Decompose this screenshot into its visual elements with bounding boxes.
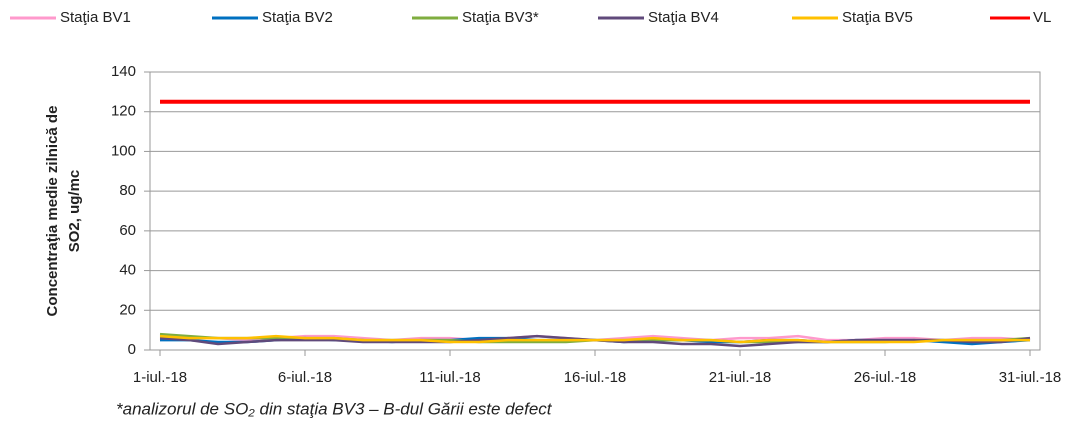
y-tick-label: 0 <box>128 341 136 358</box>
legend-label: VL <box>1033 9 1051 26</box>
y-tick-label: 80 <box>119 182 136 199</box>
y-tick-label: 120 <box>111 103 136 120</box>
series-line <box>159 334 1030 344</box>
y-tick-label: 140 <box>111 63 136 80</box>
footnote: *analizorul de SO₂ din staţia BV3 – B-du… <box>116 399 553 418</box>
x-tick-label: 26-iul.-18 <box>854 369 917 386</box>
legend-label: Staţia BV4 <box>648 9 719 26</box>
x-tick-label: 6-iul.-18 <box>278 369 332 386</box>
plot-frame <box>149 71 1041 351</box>
y-axis-title-line: Concentraţia medie zilnică de <box>44 106 61 317</box>
legend-label: Staţia BV1 <box>60 9 131 26</box>
legend-label: Staţia BV2 <box>262 9 333 26</box>
legend-label: Staţia BV5 <box>842 9 913 26</box>
y-tick-label: 100 <box>111 142 136 159</box>
y-tick-label: 60 <box>119 222 136 239</box>
y-axis-title-line: SO2, ug/mc <box>66 170 83 253</box>
x-tick-label: 16-iul.-18 <box>564 369 627 386</box>
legend-label: Staţia BV3* <box>462 9 539 26</box>
x-tick-label: 1-iul.-18 <box>133 369 187 386</box>
y-tick-label: 40 <box>119 262 136 279</box>
x-tick-label: 21-iul.-18 <box>709 369 772 386</box>
y-axis-title: Concentraţia medie zilnică de SO2, ug/mc <box>44 106 83 317</box>
x-tick-label: 31-iul.-18 <box>999 369 1062 386</box>
y-tick-label: 20 <box>119 301 136 318</box>
x-tick-label: 11-iul.-18 <box>419 369 480 386</box>
